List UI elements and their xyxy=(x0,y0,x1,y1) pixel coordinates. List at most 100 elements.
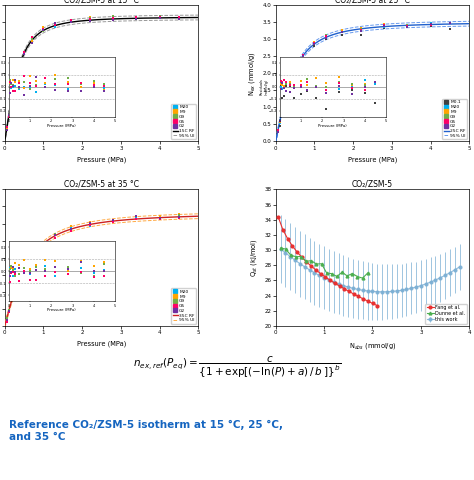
Fang et al. xyxy=(332,280,337,286)
Point xyxy=(133,15,140,23)
Point xyxy=(9,92,16,99)
Point xyxy=(427,22,434,29)
Point xyxy=(280,99,287,107)
Point xyxy=(403,21,411,28)
Point xyxy=(86,218,94,226)
Point xyxy=(357,25,365,33)
Point xyxy=(3,314,10,322)
Fang et al. xyxy=(356,294,361,300)
Dunne et al. xyxy=(339,269,345,275)
Point xyxy=(175,13,182,21)
Point xyxy=(28,252,36,259)
Point xyxy=(40,26,47,34)
Point xyxy=(310,40,318,48)
Point xyxy=(133,216,140,223)
Point xyxy=(280,101,287,109)
Point xyxy=(51,230,59,238)
Point xyxy=(9,294,16,302)
Point xyxy=(427,19,434,26)
Dunne et al. xyxy=(365,270,371,276)
Point xyxy=(109,216,117,224)
Point xyxy=(403,22,411,29)
Point xyxy=(322,33,330,41)
Point xyxy=(67,222,74,230)
Point xyxy=(283,85,291,93)
Point xyxy=(9,89,16,96)
Point xyxy=(156,13,164,21)
Point xyxy=(276,118,283,125)
Point xyxy=(133,213,140,220)
Fang et al. xyxy=(299,254,305,260)
Point xyxy=(3,318,10,325)
Point xyxy=(337,28,345,36)
Point xyxy=(67,19,74,26)
Point xyxy=(86,15,94,23)
Point xyxy=(357,27,365,35)
Fang et al. xyxy=(318,271,323,276)
Point xyxy=(175,213,182,220)
Point xyxy=(67,18,74,25)
Fang et al. xyxy=(360,296,366,302)
Dunne et al. xyxy=(355,274,360,279)
Point xyxy=(86,13,94,21)
Point xyxy=(274,126,282,134)
Dunne et al. xyxy=(349,271,355,276)
Fang et al. xyxy=(280,227,286,232)
Point xyxy=(156,215,164,223)
Line: Fang et al.: Fang et al. xyxy=(277,216,379,307)
Title: CO₂/ZSM-5 at 35 °C: CO₂/ZSM-5 at 35 °C xyxy=(64,180,139,189)
Point xyxy=(28,252,36,260)
Point xyxy=(274,128,282,136)
Point xyxy=(3,123,10,131)
Point xyxy=(291,67,299,74)
Point xyxy=(156,14,164,22)
Point xyxy=(20,263,28,271)
Point xyxy=(310,42,318,50)
Fang et al. xyxy=(309,263,314,269)
Point xyxy=(175,211,182,218)
Point xyxy=(5,113,12,120)
Point xyxy=(86,17,94,25)
Point xyxy=(446,19,454,26)
Point xyxy=(380,24,388,32)
Point xyxy=(274,127,282,135)
Point xyxy=(276,118,283,126)
Point xyxy=(40,240,47,247)
Point xyxy=(51,231,59,239)
Point xyxy=(403,22,411,29)
Point xyxy=(40,25,47,33)
Point xyxy=(67,17,74,25)
Legend: M20, M9, G9, G5, G2, 35C RF, 95% UI: M20, M9, G9, G5, G2, 35C RF, 95% UI xyxy=(171,288,196,324)
Point xyxy=(175,210,182,218)
Point xyxy=(299,52,307,60)
Point xyxy=(67,16,74,24)
Point xyxy=(28,36,36,44)
Point xyxy=(380,22,388,29)
Point xyxy=(337,28,345,36)
Point xyxy=(13,72,20,80)
Point xyxy=(20,266,28,274)
Point xyxy=(427,20,434,28)
Point xyxy=(86,221,94,228)
Point xyxy=(133,14,140,22)
Point xyxy=(28,39,36,47)
Fang et al. xyxy=(304,259,310,265)
Point xyxy=(109,218,117,226)
Point xyxy=(380,20,388,28)
Fang et al. xyxy=(294,249,300,255)
Title: CO₂/ZSM-5 at 25 °C: CO₂/ZSM-5 at 25 °C xyxy=(335,0,410,4)
Point xyxy=(357,25,365,33)
Point xyxy=(40,24,47,31)
Point xyxy=(9,293,16,301)
Fang et al. xyxy=(341,286,347,292)
Dunne et al. xyxy=(360,276,365,281)
Point xyxy=(446,19,454,26)
Fang et al. xyxy=(346,288,352,294)
Point xyxy=(9,90,16,98)
Point xyxy=(156,215,164,222)
Y-axis label: Q$_{st}$ (kJ/mol): Q$_{st}$ (kJ/mol) xyxy=(249,238,259,277)
Point xyxy=(133,14,140,22)
Point xyxy=(51,230,59,238)
Dunne et al. xyxy=(278,245,283,251)
Point xyxy=(310,40,318,48)
